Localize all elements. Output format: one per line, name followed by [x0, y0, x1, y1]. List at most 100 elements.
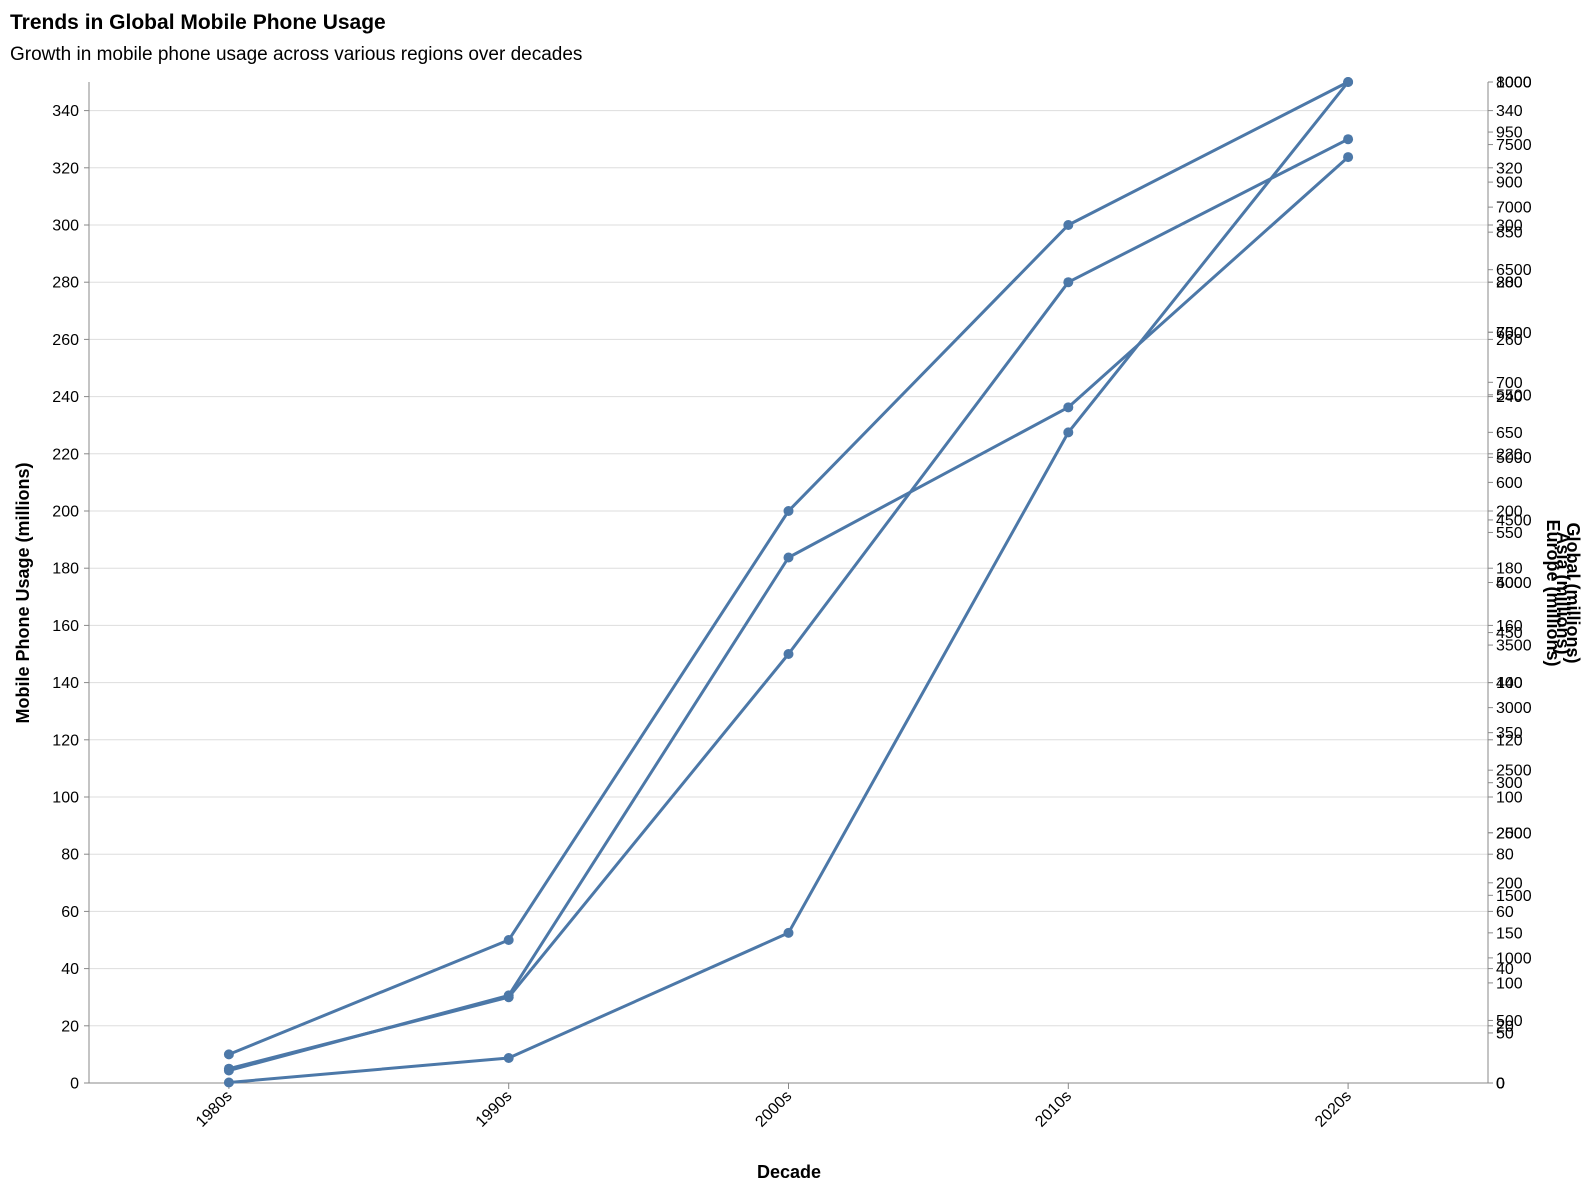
data-point: [1063, 427, 1074, 438]
right-tick-label: 6500: [1496, 262, 1532, 279]
x-tick-label: 2000s: [752, 1088, 795, 1131]
right-tick-label: 900: [1496, 175, 1523, 192]
right-tick-label: 340: [1496, 103, 1523, 120]
right-tick-label: 200: [1496, 504, 1523, 521]
right-tick-label: 6000: [1496, 325, 1532, 342]
data-point: [503, 935, 514, 945]
y-tick-label: 140: [52, 675, 79, 692]
right-tick-label: 200: [1496, 875, 1523, 892]
right-tick-label: 650: [1496, 425, 1523, 442]
y-tick-label: 280: [52, 275, 79, 292]
y-tick-label: 180: [52, 561, 79, 578]
right-tick-label: 120: [1496, 732, 1523, 749]
right-tick-label: 40: [1496, 961, 1514, 978]
right-tick-label: 1000: [1496, 75, 1532, 92]
y-tick-label: 60: [61, 904, 79, 921]
right-tick-label: 4500: [1496, 512, 1532, 529]
right-tick-label: 320: [1496, 160, 1523, 177]
right-tick-label: 7000: [1496, 200, 1532, 217]
right-tick-label: 60: [1496, 904, 1514, 921]
right-tick-label: 600: [1496, 475, 1523, 492]
data-point: [503, 992, 514, 1003]
right-tick-label: 5000: [1496, 450, 1532, 467]
right-tick-label: 3000: [1496, 700, 1532, 717]
x-tick-label: 1990s: [473, 1088, 516, 1131]
data-point: [223, 1077, 234, 1088]
right-tick-label: 2000: [1496, 825, 1532, 842]
right-tick-label: 350: [1496, 725, 1523, 742]
y-tick-label: 0: [70, 1076, 79, 1093]
right-tick-label: 850: [1496, 225, 1523, 242]
right-tick-label: 100: [1496, 975, 1523, 992]
right-tick-label: 450: [1496, 625, 1523, 642]
right-tick-label: 300: [1496, 218, 1523, 235]
right-tick-label: 140: [1496, 675, 1523, 692]
data-point: [1343, 134, 1354, 145]
x-axis-title: Decade: [757, 1162, 821, 1182]
y-tick-label: 40: [61, 961, 79, 978]
data-point: [783, 506, 794, 516]
right-tick-label: 400: [1496, 675, 1523, 692]
right-tick-label: 180: [1496, 561, 1523, 578]
data-point: [1063, 220, 1074, 230]
right-tick-label: 0: [1496, 1076, 1505, 1093]
right-tick-label: 2500: [1496, 763, 1532, 780]
right-tick-label: 950: [1496, 125, 1523, 142]
right-tick-label: 80: [1496, 847, 1514, 864]
right-tick-label: 1500: [1496, 888, 1532, 905]
y-tick-label: 100: [52, 790, 79, 807]
right-tick-label: 160: [1496, 618, 1523, 635]
data-point: [1063, 277, 1074, 288]
right-tick-label: 50: [1496, 1025, 1514, 1042]
y-tick-label: 220: [52, 446, 79, 463]
y-tick-label: 340: [52, 103, 79, 120]
right-tick-label: 500: [1496, 1013, 1523, 1030]
y-tick-label: 20: [61, 1018, 79, 1035]
right-tick-label: 250: [1496, 825, 1523, 842]
right-tick-label: 7500: [1496, 137, 1532, 154]
data-point: [783, 552, 794, 563]
y-tick-label: 160: [52, 618, 79, 635]
right-tick-label: 4000: [1496, 575, 1532, 592]
right-tick-label: 220: [1496, 446, 1523, 463]
right-tick-label: 8000: [1496, 75, 1532, 92]
data-point: [223, 1049, 234, 1060]
right-tick-label: 750: [1496, 325, 1523, 342]
right-tick-label: 5500: [1496, 387, 1532, 404]
data-point: [1343, 152, 1354, 163]
series-layer: [223, 77, 1354, 1088]
data-point: [503, 1052, 514, 1063]
x-tick-label: 2020s: [1312, 1088, 1355, 1131]
chart-title: Trends in Global Mobile Phone Usage: [10, 11, 386, 34]
right-tick-label: 800: [1496, 275, 1523, 292]
x-tick-label: 2010s: [1032, 1088, 1075, 1131]
right-tick-label: 260: [1496, 332, 1523, 349]
right-tick-label: 700: [1496, 375, 1523, 392]
right-axis-title: Global (millions): [1563, 522, 1583, 663]
right-tick-label: 0: [1496, 1076, 1505, 1093]
data-point: [1343, 77, 1354, 87]
right-tick-label: 1000: [1496, 950, 1532, 967]
x-tick-label: 1980s: [193, 1088, 236, 1131]
right-tick-label: 150: [1496, 925, 1523, 942]
right-tick-label: 280: [1496, 275, 1523, 292]
y-tick-label: 120: [52, 732, 79, 749]
y-tick-label: 320: [52, 160, 79, 177]
chart-subtitle: Growth in mobile phone usage across vari…: [10, 44, 582, 65]
gridlines: [89, 110, 1488, 1084]
right-axis-title: Asia (millions): [1553, 531, 1573, 654]
y-tick-label: 260: [52, 332, 79, 349]
right-tick-label: 500: [1496, 575, 1523, 592]
right-tick-label: 20: [1496, 1018, 1514, 1035]
right-tick-label: 300: [1496, 775, 1523, 792]
right-tick-label: 100: [1496, 790, 1523, 807]
data-point: [783, 649, 794, 659]
data-point: [783, 927, 794, 938]
right-tick-label: 240: [1496, 389, 1523, 406]
y-tick-label: 200: [52, 504, 79, 521]
data-point: [223, 1063, 234, 1074]
right-tick-label: 3500: [1496, 638, 1532, 655]
y-tick-label: 300: [52, 218, 79, 235]
y-tick-label: 80: [61, 847, 79, 864]
